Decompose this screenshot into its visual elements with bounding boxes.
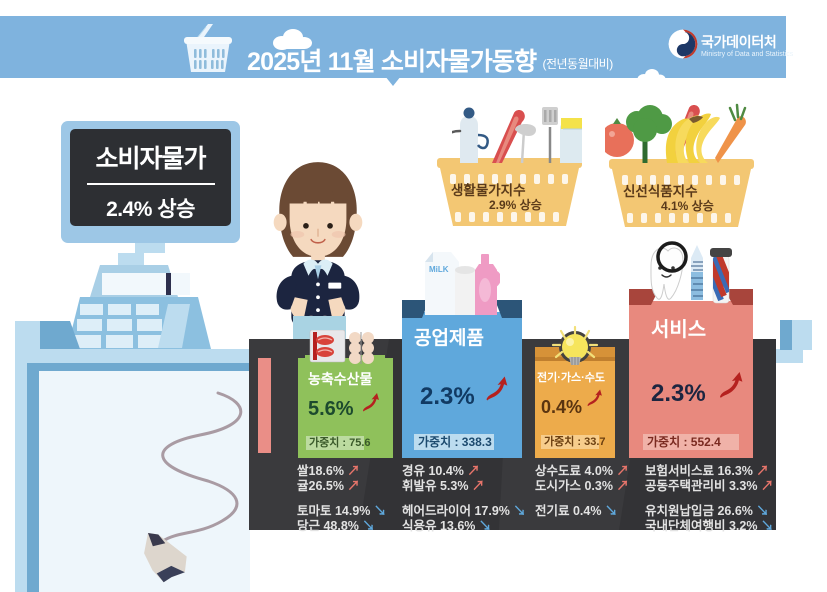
svg-text:0.4%: 0.4% (541, 397, 582, 417)
svg-text:가중치 : 552.4: 가중치 : 552.4 (647, 434, 721, 449)
svg-text:가중치 : 33.7: 가중치 : 33.7 (544, 434, 606, 448)
svg-text:4.1% 상승: 4.1% 상승 (661, 198, 714, 213)
svg-text:가중치 : 75.6: 가중치 : 75.6 (309, 435, 371, 449)
svg-text:생활물가지수: 생활물가지수 (451, 182, 526, 198)
svg-text:2.3%: 2.3% (651, 380, 706, 407)
svg-text:농축수산물: 농축수산물 (308, 371, 373, 387)
svg-text:가중치 : 338.3: 가중치 : 338.3 (418, 434, 492, 449)
svg-text:2.3%: 2.3% (420, 383, 475, 410)
svg-text:공업제품: 공업제품 (414, 327, 484, 349)
svg-text:2.9% 상승: 2.9% 상승 (489, 197, 542, 212)
svg-text:서비스: 서비스 (651, 318, 706, 341)
svg-text:신선식품지수: 신선식품지수 (623, 184, 698, 199)
svg-text:전기·가스·수도: 전기·가스·수도 (537, 370, 605, 384)
svg-text:MiLK: MiLK (429, 265, 449, 274)
svg-text:5.6%: 5.6% (308, 398, 354, 420)
